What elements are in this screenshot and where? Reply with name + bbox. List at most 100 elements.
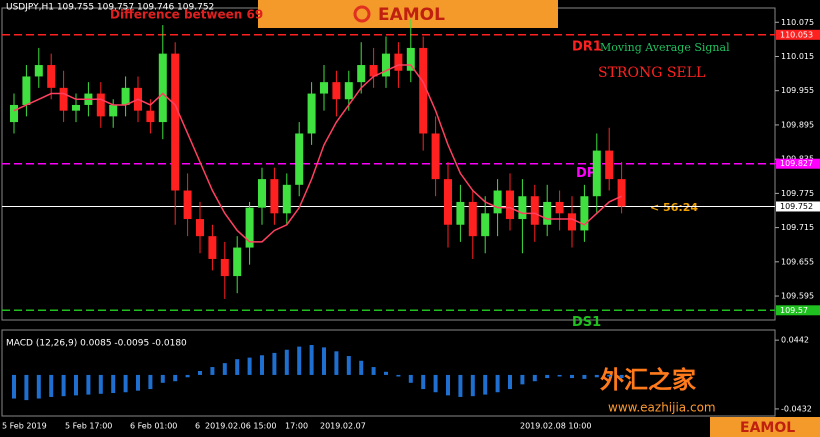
candle-body [34, 65, 43, 77]
y-tick-label: 109.895 [781, 120, 814, 129]
candle-body [419, 47, 428, 134]
candle-body [183, 190, 192, 220]
candle-body [270, 179, 279, 214]
macd-bar [359, 360, 364, 375]
watermark: 外汇之家 [600, 366, 696, 394]
macd-bar [594, 374, 599, 378]
price-box-label: 109.57 [780, 306, 808, 315]
candle-body [196, 219, 204, 237]
y-tick-label: 109.595 [781, 292, 814, 301]
macd-bar [483, 374, 488, 395]
candle-body [121, 87, 130, 105]
macd-bar [408, 374, 413, 383]
macd-bar [284, 349, 289, 375]
candle-body [233, 247, 242, 277]
macd-bar [421, 374, 426, 390]
macd-bar [136, 374, 140, 391]
y-tick-label: 110.015 [781, 52, 814, 61]
macd-bar [123, 374, 128, 393]
macd-bar [557, 374, 562, 377]
price-box [776, 29, 820, 40]
macd-bar [384, 371, 388, 375]
candle-body [22, 76, 31, 105]
x-tick-label: 2019.02.07 [320, 422, 366, 431]
candle-body [481, 213, 490, 237]
candle-body [431, 133, 440, 180]
macd-bar [49, 374, 54, 397]
candle-body [10, 104, 18, 123]
candle-body [72, 104, 80, 111]
macd-bar [570, 374, 574, 379]
signal: STRONG SELL [598, 65, 705, 81]
candle-body [96, 93, 105, 117]
macd-bar [98, 374, 103, 394]
ma-line [13, 64, 622, 243]
y-tick-label: 109.655 [781, 257, 814, 266]
x-tick-label: 5 Feb 17:00 [65, 422, 112, 431]
price-box-label: 109.752 [780, 202, 813, 211]
candle-body [605, 150, 614, 180]
overlay-text: Difference between 69 [110, 8, 263, 22]
candle-body [506, 190, 514, 220]
candle-body [580, 196, 589, 231]
candle-body [171, 53, 180, 191]
candle-body [518, 196, 527, 220]
candle-body [332, 82, 341, 100]
macd-bar [508, 374, 512, 390]
macd-bar [470, 374, 475, 397]
candle-body [158, 53, 167, 123]
banner-icon [353, 5, 371, 23]
candle-body [555, 201, 564, 214]
macd-bar [297, 346, 302, 375]
macd-bar [446, 374, 450, 396]
macd-bar [322, 347, 326, 375]
candle-body [468, 201, 477, 237]
symbol-title: USDJPY,H1 109.755 109.757 109.746 109.75… [6, 3, 214, 13]
candle-body [146, 110, 155, 123]
candle-body [47, 65, 56, 88]
macd-bar [24, 374, 29, 401]
candle-body [109, 104, 118, 117]
candle-body [357, 65, 366, 83]
macd-bar [433, 374, 438, 393]
macd-bar [198, 370, 202, 375]
x-tick-label: 6 Feb 01:00 [130, 422, 177, 431]
macd-bar [272, 352, 277, 375]
footer-bg [710, 417, 820, 437]
macd-bar [12, 374, 16, 399]
macd-bar [334, 351, 339, 375]
x-tick-label: 2019.02.06 15:00 [205, 422, 276, 431]
macd-bar [520, 374, 525, 385]
price-box [776, 158, 820, 169]
y-tick-label: -0.0432 [781, 404, 812, 413]
macd-bar [260, 355, 264, 375]
macd-bar [619, 374, 624, 379]
countdown: < 56:24 [650, 201, 698, 214]
macd-bar [371, 367, 376, 375]
level-name: DP [576, 166, 596, 181]
macd-bar [111, 374, 116, 394]
candle-body [295, 133, 304, 185]
candle-body [592, 150, 601, 197]
price-box-label: 110.053 [780, 30, 813, 39]
macd-bar [36, 374, 41, 399]
macd-bar [222, 363, 227, 375]
x-tick-label: 17:00 [285, 422, 308, 431]
macd-bar [346, 356, 351, 375]
macd-bar [86, 374, 91, 395]
candle-body [208, 236, 217, 259]
macd-bar [607, 374, 612, 377]
level-name: DS1 [572, 315, 601, 330]
price-box [776, 201, 820, 212]
macd-bar [61, 374, 66, 397]
candle-body [307, 93, 316, 134]
candle-body [406, 47, 415, 71]
y-tick-label: 109.955 [781, 86, 814, 95]
candle-body [320, 82, 328, 94]
y-tick-label: 109.775 [781, 189, 814, 198]
macd-panel [1, 329, 776, 417]
macd-bar [235, 359, 240, 375]
macd-bar [74, 374, 78, 396]
